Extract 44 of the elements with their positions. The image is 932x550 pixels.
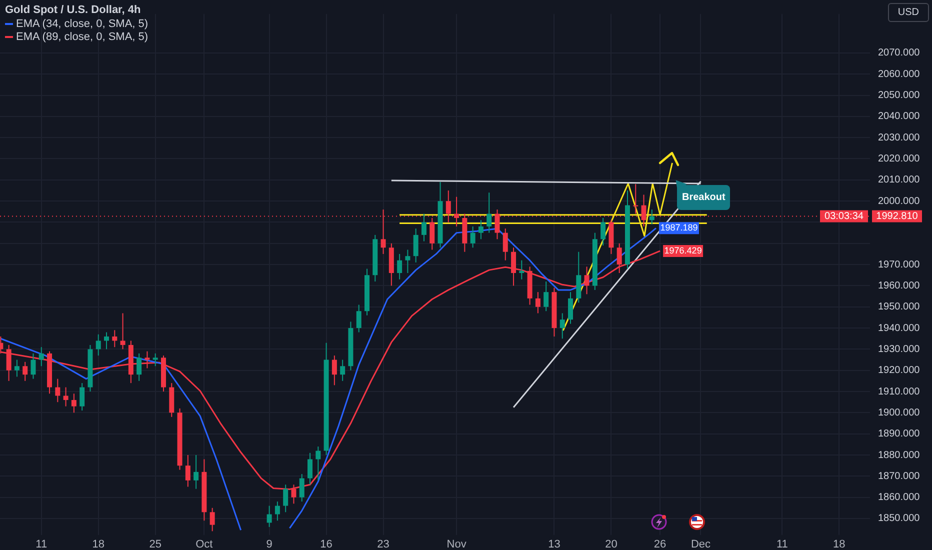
chart-title: Gold Spot / U.S. Dollar, 4h: [5, 4, 141, 16]
data-label: 1976.429: [664, 245, 702, 256]
x-tick-label: 18: [833, 538, 846, 550]
y-tick-label: 2070.000: [878, 48, 920, 59]
y-tick-label: 1970.000: [878, 259, 920, 270]
x-tick-label: 25: [149, 538, 162, 550]
annotation: 03:03:34: [824, 211, 864, 222]
y-tick-label: 2050.000: [878, 90, 920, 102]
y-axis-title: USD: [888, 3, 929, 22]
ref-line-label: 1992.810: [876, 211, 918, 222]
y-tick-label: 2020.000: [878, 153, 920, 164]
x-tick-label: 26: [654, 538, 666, 550]
y-tick-label: 2040.000: [878, 111, 920, 122]
y-tick-label: 1910.000: [878, 386, 920, 398]
y-tick-label: 1890.000: [878, 428, 920, 440]
x-tick-label: Nov: [446, 538, 467, 550]
x-tick-label: 16: [320, 538, 332, 550]
x-tick-label: 13: [548, 538, 560, 550]
y-tick-label: 1860.000: [878, 492, 920, 504]
x-tick-label: 11: [776, 538, 788, 550]
y-tick-label: 1850.000: [878, 513, 920, 524]
y-tick-label: 1950.000: [878, 302, 920, 313]
x-tick-label: 9: [266, 538, 272, 550]
y-tick-label: 1900.000: [878, 407, 920, 418]
data-label: 1987.189: [660, 222, 698, 233]
y-tick-label: 1920.000: [878, 365, 920, 376]
y-tick-label: 2000.000: [878, 196, 920, 207]
x-tick-label: Dec: [690, 538, 712, 550]
x-tick-label: Oct: [196, 538, 213, 550]
legend-label: EMA (89, close, 0, SMA, 5): [16, 31, 148, 43]
legend-label: EMA (34, close, 0, SMA, 5): [16, 18, 148, 30]
y-tick-label: 2010.000: [878, 174, 920, 186]
y-tick-label: 2060.000: [878, 68, 920, 80]
y-tick-label: 1880.000: [878, 450, 920, 461]
x-tick-label: 11: [36, 538, 48, 550]
y-tick-label: 1870.000: [878, 470, 920, 482]
x-tick-label: 18: [92, 538, 104, 550]
y-tick-label: 1940.000: [878, 322, 920, 334]
annotation: Breakout: [682, 192, 726, 203]
y-tick-label: 1930.000: [878, 344, 920, 355]
y-tick-label: 2030.000: [878, 132, 920, 144]
x-tick-label: 20: [605, 538, 618, 550]
x-tick-label: 23: [377, 538, 390, 550]
y-tick-label: 1960.000: [878, 280, 920, 292]
